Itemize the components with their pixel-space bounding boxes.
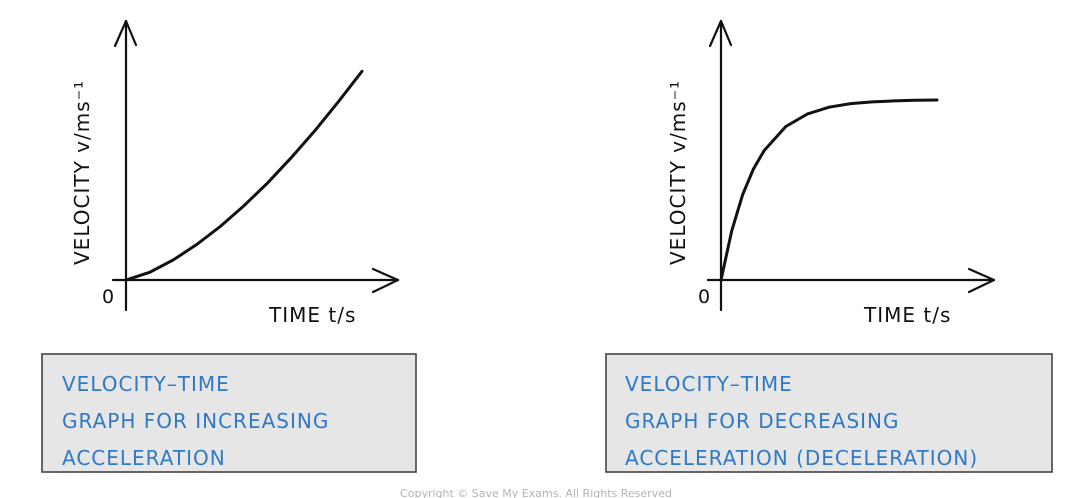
x-axis-arrow-right: [967, 267, 996, 294]
x-axis-label-right: TIME t/s: [863, 303, 951, 327]
caption-line-3-right: ACCELERATION (DECELERATION): [625, 446, 978, 470]
velocity-curve-left: [124, 69, 364, 282]
origin-label-left: 0: [102, 286, 114, 308]
origin-label-right: 0: [698, 286, 710, 308]
caption-line-3-left: ACCELERATION: [62, 446, 226, 470]
caption-line-1-right: VELOCITY–TIME: [625, 372, 793, 396]
velocity-curve-right: [719, 98, 939, 282]
caption-line-1-left: VELOCITY–TIME: [62, 372, 230, 396]
caption-box-left: VELOCITY–TIME GRAPH FOR INCREASING ACCEL…: [41, 353, 417, 473]
y-axis-label-left: VELOCITY v/ms⁻¹: [70, 80, 94, 265]
copyright-text: Copyright © Save My Exams. All Rights Re…: [400, 487, 672, 498]
x-axis-arrow-left: [371, 267, 400, 294]
chart-decreasing-acceleration: VELOCITY v/ms⁻¹ TIME t/s 0 VELOCITY–TIME…: [605, 19, 1053, 473]
x-axis-label-left: TIME t/s: [268, 303, 356, 327]
caption-line-2-right: GRAPH FOR DECREASING: [625, 409, 900, 433]
plot-area-left: [111, 19, 400, 312]
caption-line-2-left: GRAPH FOR INCREASING: [62, 409, 329, 433]
chart-increasing-acceleration: VELOCITY v/ms⁻¹ TIME t/s 0 VELOCITY–TIME…: [41, 19, 417, 473]
y-axis-arrow-right: [708, 19, 733, 48]
y-axis-label-right: VELOCITY v/ms⁻¹: [666, 80, 690, 265]
plot-area-right: [706, 19, 996, 312]
caption-box-right: VELOCITY–TIME GRAPH FOR DECREASING ACCEL…: [605, 353, 1053, 473]
y-axis-arrow-left: [113, 19, 138, 48]
